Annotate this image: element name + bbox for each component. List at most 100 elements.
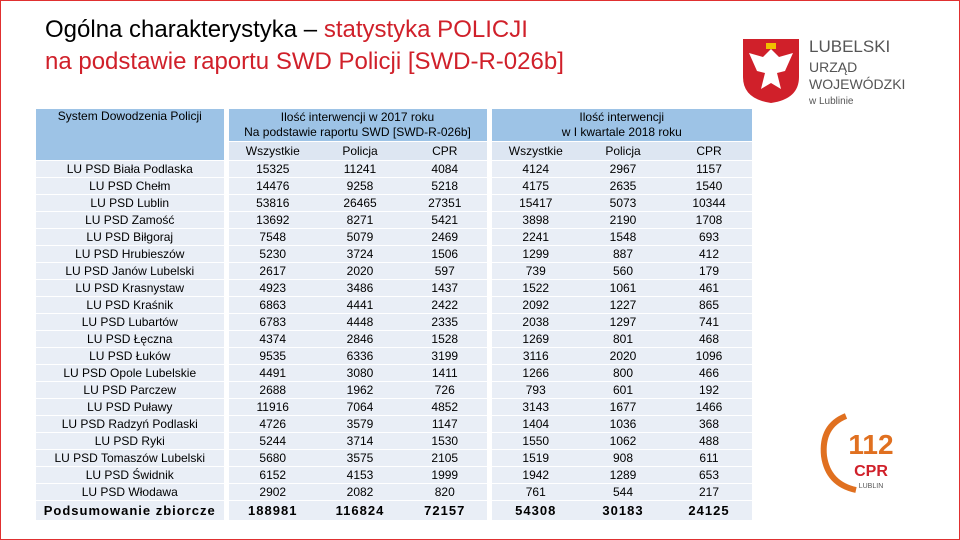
cell-text: 1147 bbox=[431, 417, 458, 431]
cell-text: 11241 bbox=[343, 162, 377, 176]
number-cell: 3898 bbox=[486, 211, 580, 229]
cell-text: LU PSD Lublin bbox=[90, 196, 170, 210]
cell-text: Ilość interwencji bbox=[579, 110, 665, 124]
number-cell: 3080 bbox=[317, 364, 403, 382]
number-cell: 2688 bbox=[223, 381, 317, 399]
cell-text: 739 bbox=[525, 264, 546, 278]
number-cell: 26465 bbox=[317, 194, 403, 212]
number-cell: 3116 bbox=[486, 347, 580, 365]
number-cell: 6863 bbox=[223, 296, 317, 314]
badge: 112 CPR LUBLIN bbox=[820, 413, 894, 493]
number-cell: 53816 bbox=[223, 194, 317, 212]
cell-text: 2241 bbox=[522, 230, 550, 244]
cell-text: 1096 bbox=[695, 349, 723, 363]
number-cell: 1289 bbox=[580, 466, 666, 484]
cell-text: LU PSD Parczew bbox=[83, 383, 177, 397]
logo-text: URZĄD bbox=[809, 59, 858, 75]
number-cell: 2241 bbox=[486, 228, 580, 246]
cell-text: 1550 bbox=[522, 434, 550, 448]
cell-text: Na podstawie raportu SWD [SWD-R-026b] bbox=[244, 125, 471, 139]
name-cell: LU PSD Parczew bbox=[36, 381, 226, 399]
number-cell: 1266 bbox=[486, 364, 580, 382]
number-cell: 2967 bbox=[580, 160, 666, 178]
number-cell: 412 bbox=[666, 245, 752, 263]
cell-text: Policja bbox=[342, 144, 378, 158]
number-cell: 15325 bbox=[223, 160, 317, 178]
cell-text: 1299 bbox=[522, 247, 550, 261]
cell-text: 5680 bbox=[259, 451, 287, 465]
row: LU PSD Puławy 11916 7064 4852 3143 1677 1466 bbox=[36, 398, 752, 416]
cell-text: 15417 bbox=[519, 196, 553, 210]
cell-text: LU PSD Włodawa bbox=[81, 485, 178, 499]
subheader-cell: Wszystkie bbox=[223, 141, 317, 161]
number-cell: 611 bbox=[666, 449, 752, 467]
number-cell: 6783 bbox=[223, 313, 317, 331]
cell-text: 4448 bbox=[346, 315, 374, 329]
number-cell: 5079 bbox=[317, 228, 403, 246]
cell-text: 368 bbox=[698, 417, 720, 431]
cell-text: LU PSD Biłgoraj bbox=[86, 230, 174, 244]
row: System Dowodzenia Policji Ilość interwenc… bbox=[36, 109, 752, 161]
cell-text: 468 bbox=[698, 332, 720, 346]
cell-text: 5218 bbox=[431, 179, 459, 193]
cell-text: 5421 bbox=[431, 213, 459, 227]
cell-text: 4491 bbox=[259, 366, 287, 380]
cell-text: LU PSD Lubartów bbox=[81, 315, 178, 329]
cell-text: 7548 bbox=[259, 230, 287, 244]
name-cell: LU PSD Zamość bbox=[36, 211, 226, 229]
number-cell: 5680 bbox=[223, 449, 317, 467]
number-cell: 192 bbox=[666, 381, 752, 399]
cell-text: 2967 bbox=[609, 162, 637, 176]
number-cell: 1548 bbox=[580, 228, 666, 246]
number-cell: 865 bbox=[666, 296, 752, 314]
number-cell: 2082 bbox=[317, 483, 403, 501]
number-cell: 1096 bbox=[666, 347, 752, 365]
cell-text: w I kwartale 2018 roku bbox=[561, 125, 682, 139]
cell-text: 72157 bbox=[424, 503, 466, 518]
subheader-cell: CPR bbox=[666, 141, 752, 161]
cell-text: 4124 bbox=[522, 162, 550, 176]
cell-text: 3575 bbox=[346, 451, 374, 465]
number-cell: 1036 bbox=[580, 415, 666, 433]
number-cell: 3199 bbox=[403, 347, 489, 365]
row: LU PSD Chełm 14476 9258 5218 4175 2635 1540 bbox=[36, 177, 752, 195]
cell-text: 3486 bbox=[346, 281, 374, 295]
row: Podsumowanie zbiorcze 188981 116824 72157 54… bbox=[36, 500, 752, 521]
cell-text: System Dowodzenia Policji bbox=[57, 109, 202, 123]
cell-text: 3116 bbox=[522, 349, 549, 363]
name-cell: LU PSD Kraśnik bbox=[36, 296, 226, 314]
number-cell: 1530 bbox=[403, 432, 489, 450]
cell-text: 2902 bbox=[259, 485, 287, 499]
cell-text: 1297 bbox=[609, 315, 637, 329]
number-cell: 6336 bbox=[317, 347, 403, 365]
cell-text: 1530 bbox=[431, 434, 459, 448]
cell-text: 412 bbox=[698, 247, 720, 261]
number-cell: 2617 bbox=[223, 262, 317, 280]
number-cell: 2105 bbox=[403, 449, 489, 467]
cell-text: 801 bbox=[612, 332, 634, 346]
cell-text: 793 bbox=[525, 383, 546, 397]
subheader-cell: CPR bbox=[403, 141, 489, 161]
name-cell: LU PSD Ryki bbox=[36, 432, 226, 450]
header-cell: Ilość interwencji w I kwartale 2018 roku bbox=[486, 109, 752, 142]
cell-text: 597 bbox=[434, 264, 455, 278]
name-cell: LU PSD Włodawa bbox=[36, 483, 226, 501]
number-cell: 1466 bbox=[666, 398, 752, 416]
title-red: statystyka POLICJI bbox=[323, 16, 528, 43]
number-cell: 217 bbox=[666, 483, 752, 501]
number-cell: 1157 bbox=[666, 160, 752, 178]
number-cell: 1708 bbox=[666, 211, 752, 229]
cell-text: 9258 bbox=[346, 179, 374, 193]
cell-text: 53816 bbox=[256, 196, 290, 210]
cell-text: 13692 bbox=[256, 213, 290, 227]
cell-text: 5073 bbox=[609, 196, 637, 210]
number-cell: 9258 bbox=[317, 177, 403, 195]
name-cell: LU PSD Janów Lubelski bbox=[36, 262, 226, 280]
name-cell: LU PSD Puławy bbox=[36, 398, 226, 416]
cell-text: LU PSD Biała Podlaska bbox=[66, 162, 193, 176]
number-cell: 1147 bbox=[403, 415, 489, 433]
cell-text: 5079 bbox=[346, 230, 374, 244]
cell-text: 2038 bbox=[522, 315, 550, 329]
subheader-cell: Policja bbox=[317, 141, 403, 161]
number-cell: 1062 bbox=[580, 432, 666, 450]
